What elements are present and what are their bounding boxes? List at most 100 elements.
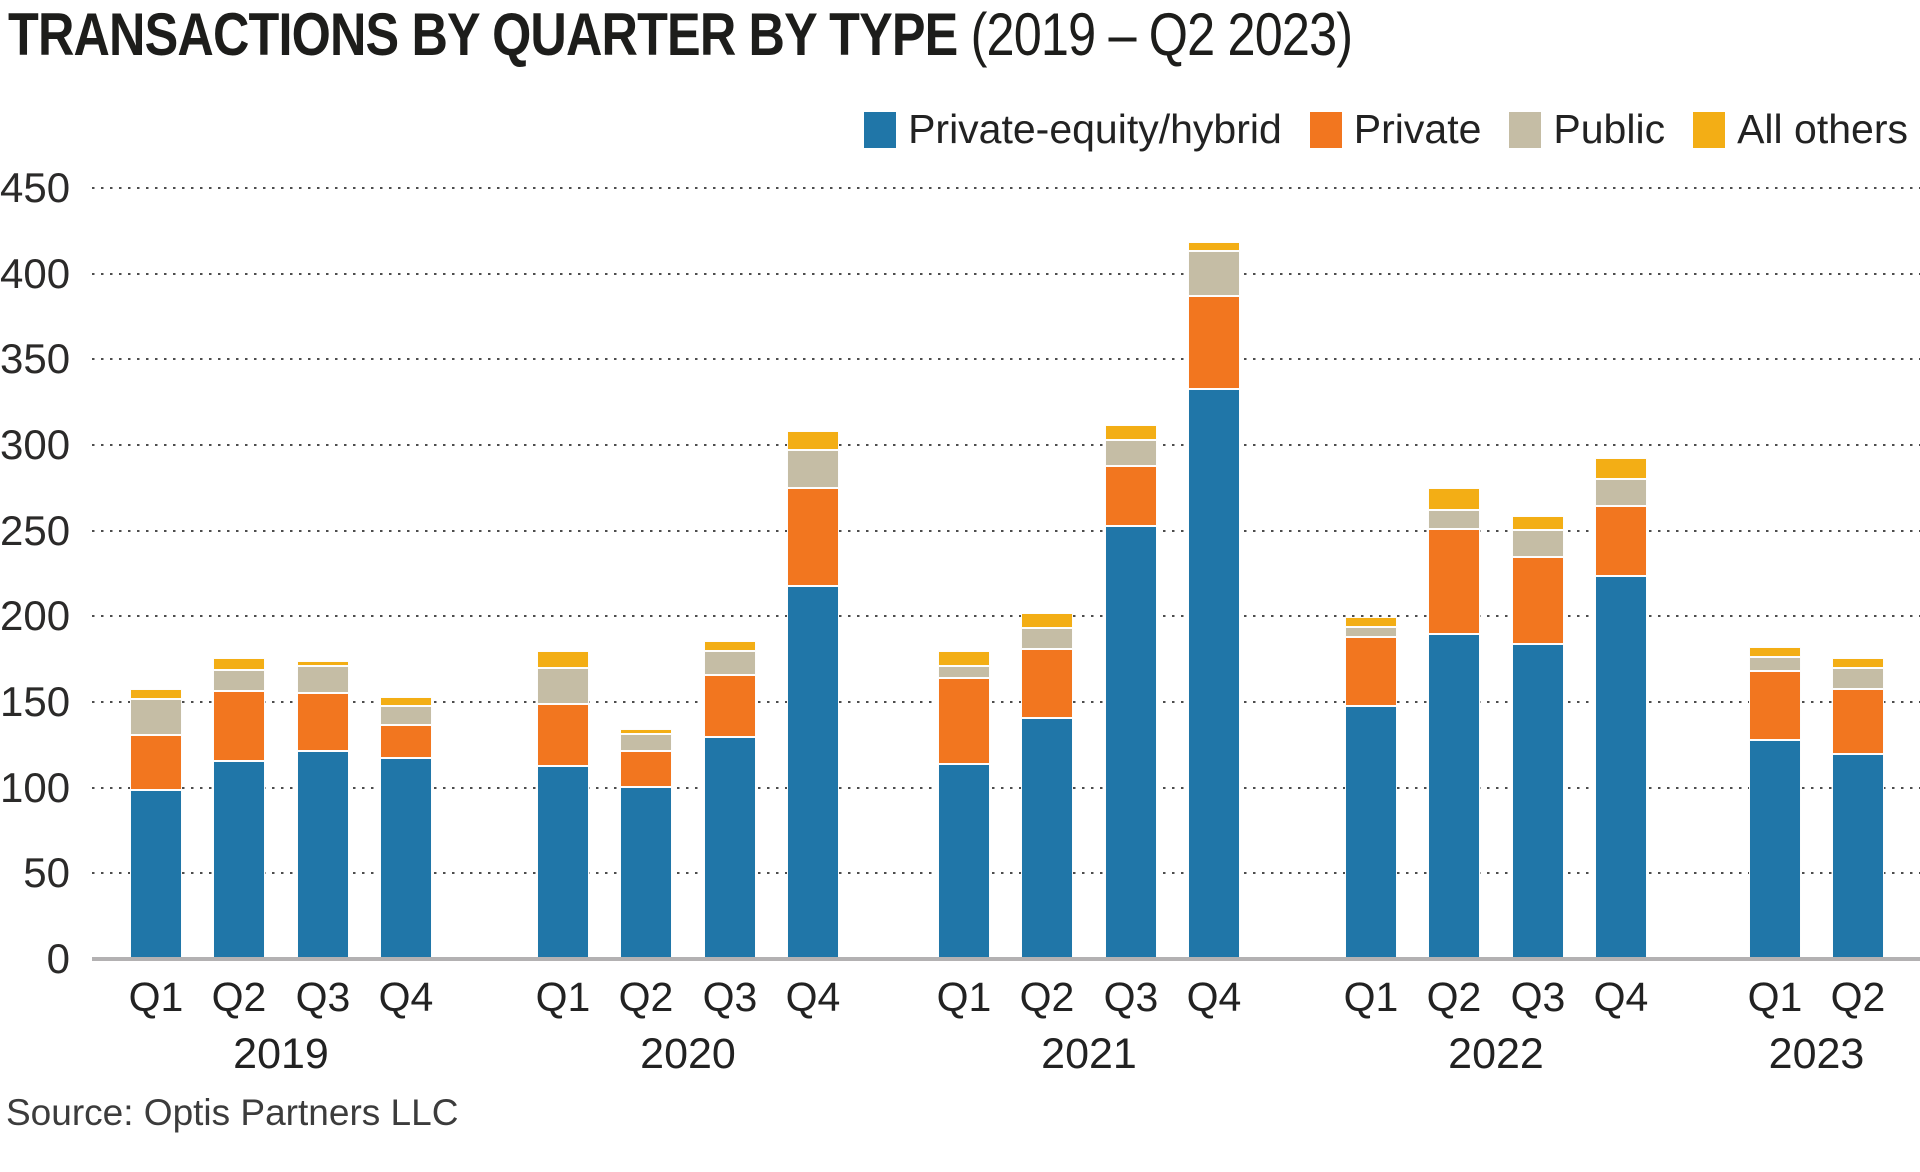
segment-private-equity-hybrid bbox=[1749, 740, 1801, 958]
bar-2023-q1 bbox=[1749, 647, 1801, 958]
bar-2019-q2 bbox=[213, 658, 265, 958]
segment-private bbox=[380, 725, 432, 758]
segment-all-others bbox=[1512, 516, 1564, 530]
segment-all-others bbox=[213, 658, 265, 670]
segment-private-equity-hybrid bbox=[1595, 576, 1647, 958]
segment-private-equity-hybrid bbox=[1832, 754, 1884, 958]
segment-private bbox=[704, 675, 756, 737]
y-tick-200: 200 bbox=[0, 592, 71, 640]
legend-swatch-private bbox=[1309, 111, 1342, 148]
segment-private bbox=[620, 751, 672, 787]
x-label-2021-q4: Q4 bbox=[1186, 974, 1242, 1020]
segment-private bbox=[787, 488, 839, 586]
segment-all-others bbox=[380, 697, 432, 706]
bar-2019-q1 bbox=[130, 689, 182, 958]
y-tick-450: 450 bbox=[0, 164, 71, 211]
segment-public bbox=[380, 706, 432, 725]
x-label-2019-q2: Q2 bbox=[211, 974, 267, 1020]
segment-all-others bbox=[620, 729, 672, 734]
x-group-label-2019: 2019 bbox=[233, 1030, 329, 1078]
y-tick-50: 50 bbox=[23, 849, 70, 897]
gridline-350 bbox=[92, 358, 1920, 361]
segment-all-others bbox=[938, 651, 990, 666]
segment-public bbox=[1021, 628, 1073, 649]
x-label-2023-q1: Q1 bbox=[1747, 974, 1803, 1020]
segment-private bbox=[1512, 557, 1564, 644]
segment-private-equity-hybrid bbox=[787, 586, 839, 958]
segment-private bbox=[1749, 671, 1801, 740]
segment-public bbox=[1749, 657, 1801, 671]
segment-public bbox=[1595, 479, 1647, 506]
segment-all-others bbox=[1188, 242, 1240, 251]
segment-public bbox=[130, 699, 182, 735]
bar-2021-q3 bbox=[1105, 425, 1157, 958]
segment-public bbox=[1105, 440, 1157, 466]
segment-public bbox=[1832, 668, 1884, 689]
segment-private bbox=[297, 693, 349, 751]
bar-2023-q2 bbox=[1832, 658, 1884, 958]
segment-private bbox=[1021, 649, 1073, 718]
segment-private-equity-hybrid bbox=[1188, 389, 1240, 958]
bar-2022-q2 bbox=[1428, 488, 1480, 958]
segment-private-equity-hybrid bbox=[620, 787, 672, 958]
segment-private-equity-hybrid bbox=[297, 751, 349, 958]
legend-item: Private-equity/hybrid bbox=[864, 106, 1282, 153]
bar-2020-q3 bbox=[704, 641, 756, 958]
segment-all-others bbox=[1428, 488, 1480, 510]
segment-all-others bbox=[704, 641, 756, 651]
bar-2021-q2 bbox=[1021, 613, 1073, 958]
y-tick-250: 250 bbox=[0, 506, 71, 554]
segment-public bbox=[787, 450, 839, 488]
segment-all-others bbox=[787, 431, 839, 450]
gridline-50 bbox=[92, 872, 1920, 875]
segment-public bbox=[1428, 510, 1480, 529]
segment-private-equity-hybrid bbox=[130, 790, 182, 958]
segment-public bbox=[213, 670, 265, 691]
segment-private bbox=[1105, 466, 1157, 526]
legend-swatch-private-equity-hybrid bbox=[864, 111, 897, 148]
legend-label: Private-equity/hybrid bbox=[908, 106, 1282, 152]
segment-all-others bbox=[1595, 458, 1647, 479]
segment-private-equity-hybrid bbox=[1345, 706, 1397, 958]
segment-public bbox=[297, 666, 349, 693]
bar-2022-q1 bbox=[1345, 617, 1397, 958]
segment-private bbox=[938, 678, 990, 764]
x-label-2019-q1: Q1 bbox=[128, 974, 184, 1020]
gridline-250 bbox=[92, 529, 1920, 532]
x-group-label-2020: 2020 bbox=[640, 1030, 736, 1078]
gridline-100 bbox=[92, 786, 1920, 789]
x-label-2020-q1: Q1 bbox=[535, 974, 591, 1020]
segment-private-equity-hybrid bbox=[213, 761, 265, 958]
bar-2020-q2 bbox=[620, 729, 672, 958]
segment-private bbox=[1188, 296, 1240, 389]
legend-swatch-all-others bbox=[1693, 111, 1726, 148]
segment-all-others bbox=[537, 651, 589, 668]
segment-all-others bbox=[130, 689, 182, 699]
x-label-2021-q1: Q1 bbox=[936, 974, 992, 1020]
segment-private bbox=[1832, 689, 1884, 754]
x-label-2019-q3: Q3 bbox=[295, 974, 351, 1020]
segment-all-others bbox=[1832, 658, 1884, 668]
segment-private bbox=[1428, 529, 1480, 634]
gridline-200 bbox=[92, 615, 1920, 618]
segment-private-equity-hybrid bbox=[1428, 634, 1480, 958]
segment-private-equity-hybrid bbox=[537, 766, 589, 958]
segment-all-others bbox=[1345, 617, 1397, 627]
x-group-label-2021: 2021 bbox=[1041, 1030, 1137, 1078]
segment-all-others bbox=[1105, 425, 1157, 440]
gridline-300 bbox=[92, 444, 1920, 446]
bar-2020-q4 bbox=[787, 431, 839, 958]
bar-2021-q4 bbox=[1188, 242, 1240, 958]
legend-label: Public bbox=[1553, 106, 1666, 152]
segment-all-others bbox=[1021, 613, 1073, 628]
x-label-2021-q2: Q2 bbox=[1019, 974, 1075, 1020]
segment-private bbox=[1345, 637, 1397, 706]
segment-private bbox=[537, 704, 589, 766]
segment-all-others bbox=[1749, 647, 1801, 657]
bar-2019-q4 bbox=[380, 697, 432, 958]
x-group-label-2023: 2023 bbox=[1768, 1030, 1865, 1078]
x-label-2022-q4: Q4 bbox=[1593, 974, 1649, 1020]
gridline-150 bbox=[92, 701, 1920, 703]
chart-title: TRANSACTIONS BY QUARTER BY TYPE (2019 – … bbox=[8, 0, 1353, 69]
